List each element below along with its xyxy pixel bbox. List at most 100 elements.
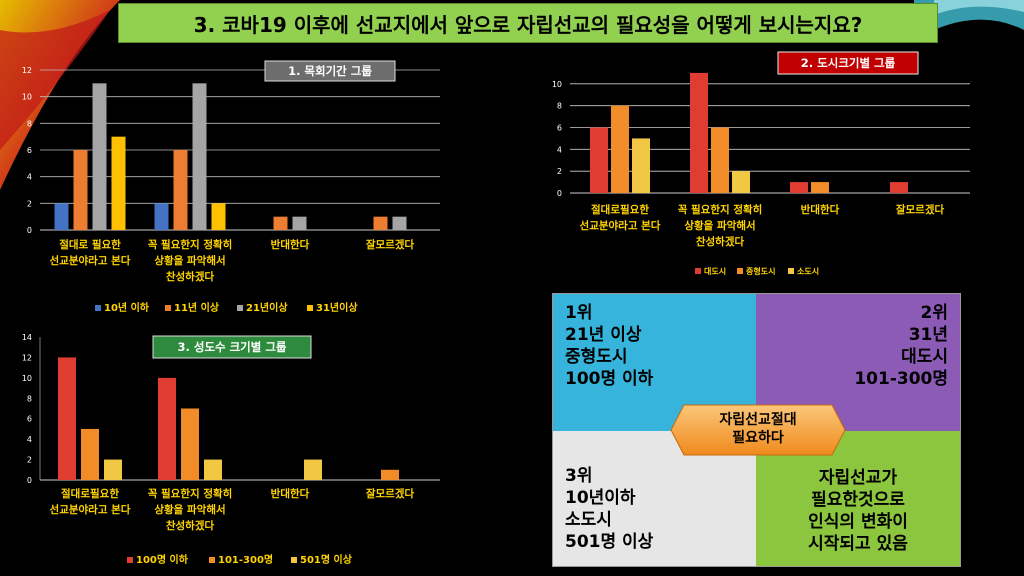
bar [204, 459, 222, 480]
legend-label: 중형도시 [746, 266, 775, 276]
center-badge: 자립선교절대 필요하다 [670, 404, 846, 456]
legend-swatch [209, 557, 215, 563]
summary-rank-1-line: 중형도시 [565, 347, 628, 367]
summary-conclusion-line: 인식의 변화이 [808, 512, 908, 532]
chart-city-size-group: 0 2 4 6 8 10 절대로필요한 선교분야라고 본다 꼭 필요한지 정확히 상황을 파악해서… [545, 45, 985, 289]
y-tick-label: 12 [22, 353, 32, 362]
x-category-label: 꼭 필요한지 정확히 [148, 238, 233, 251]
bar [632, 138, 650, 193]
chart-title-box [777, 51, 919, 75]
legend-label: 11년 이상 [174, 301, 220, 314]
summary-rank-1-line: 1위 [565, 303, 593, 323]
bar [104, 459, 122, 480]
bar [92, 83, 107, 230]
y-tick-label: 2 [27, 456, 32, 465]
x-category-label: 반대한다 [801, 203, 840, 216]
legend-swatch [95, 305, 101, 311]
x-category-label: 선교분야라고 본다 [50, 503, 131, 516]
x-category-label: 절대로필요한 [61, 487, 119, 500]
y-tick-label: 0 [557, 189, 562, 198]
x-category-label: 잘모르겠다 [366, 487, 415, 500]
legend-swatch [237, 305, 243, 311]
page-title: 3. 코바19 이후에 선교지에서 앞으로 자립선교의 필요성을 어떻게 보시는… [118, 3, 938, 43]
x-category-label: 찬성하겠다 [166, 270, 215, 283]
summary-rank-2-line: 2위 [920, 303, 948, 323]
bar [273, 216, 288, 230]
x-category-label: 잘모르겠다 [896, 203, 945, 216]
y-tick-label: 2 [557, 167, 562, 176]
y-tick-label: 6 [27, 415, 32, 424]
x-category-label: 상황을 파악해서 [154, 254, 225, 267]
summary-conclusion-line: 시작되고 있음 [808, 534, 908, 554]
y-axis: 0 2 4 6 8 10 12 [22, 66, 440, 235]
legend-label: 21년이상 [246, 301, 288, 314]
y-tick-label: 8 [557, 102, 562, 111]
legend-swatch [737, 268, 743, 274]
summary-rank-3-line: 10년이하 [565, 488, 636, 508]
x-category-label: 찬성하겠다 [166, 519, 215, 532]
center-badge-line: 자립선교절대 [719, 412, 797, 428]
bar [392, 216, 407, 230]
bar [81, 428, 99, 480]
y-tick-label: 0 [27, 476, 32, 485]
chart-title-box [152, 335, 312, 359]
legend-label: 501명 이상 [300, 553, 353, 566]
x-category-label: 선교분야라고 본다 [580, 219, 661, 232]
bar [111, 136, 126, 230]
chart-congregation-size-group: 0 2 4 6 8 10 12 14 절대로필요한 선교분야라고 본다 꼭 필요한지 정확히 상황을 … [15, 330, 445, 576]
y-tick-label: 10 [22, 374, 32, 383]
x-category-label: 잘모르겠다 [366, 238, 415, 251]
y-tick-label: 14 [22, 333, 32, 342]
x-category-label: 반대한다 [271, 238, 310, 251]
bar [192, 83, 207, 230]
x-category-label: 꼭 필요한지 정확히 [678, 203, 763, 216]
decorative-swoosh-left [0, 0, 120, 190]
y-tick-label: 6 [27, 146, 32, 155]
bar [54, 203, 69, 230]
y-tick-label: 10 [22, 93, 32, 102]
bar [158, 377, 176, 480]
bar [373, 216, 388, 230]
legend-label: 10년 이하 [104, 301, 150, 314]
chart-title: 2. 도시크기별 그룹 [801, 56, 896, 70]
x-category-label: 반대한다 [271, 487, 310, 500]
bar [590, 127, 608, 193]
legend-swatch [127, 557, 133, 563]
summary-rank-2-line: 31년 [908, 325, 948, 345]
x-category-label: 절대로필요한 [591, 203, 649, 216]
legend-swatch [291, 557, 297, 563]
x-category-label: 선교분야라고 본다 [50, 254, 131, 267]
bar [292, 216, 307, 230]
legend-swatch [165, 305, 171, 311]
legend-swatch [788, 268, 794, 274]
bar [58, 357, 76, 480]
legend-swatch [307, 305, 313, 311]
chart-title: 1. 목회기간 그룹 [288, 64, 372, 78]
y-tick-label: 8 [27, 119, 32, 128]
y-tick-label: 10 [552, 80, 562, 89]
legend-label: 100명 이하 [136, 553, 189, 566]
bar [711, 127, 729, 193]
y-tick-label: 2 [27, 199, 32, 208]
summary-rank-3-line: 소도시 [565, 510, 612, 530]
bar [811, 182, 829, 193]
y-tick-label: 12 [22, 66, 32, 75]
x-category-label: 절대로 필요한 [59, 238, 121, 251]
chart-title: 3. 성도수 크기별 그룹 [177, 340, 286, 354]
chart-tenure-group: 0 2 4 6 8 10 12 절대로 필요한 선교분야라고 본다 꼭 필요한지 정확히 상황을 파… [15, 55, 445, 334]
y-tick-label: 8 [27, 394, 32, 403]
bar [154, 203, 169, 230]
bar [211, 203, 226, 230]
y-tick-label: 4 [27, 435, 32, 444]
bar [304, 459, 322, 480]
legend-label: 대도시 [704, 266, 726, 276]
summary-conclusion-line: 필요한것으로 [811, 490, 905, 510]
center-badge-shape [670, 404, 846, 456]
center-badge-line: 필요하다 [732, 430, 784, 446]
x-category-label: 찬성하겠다 [696, 235, 745, 248]
y-tick-label: 6 [557, 124, 562, 133]
y-tick-label: 4 [27, 173, 32, 182]
summary-rank-3-line: 501명 이상 [565, 532, 654, 552]
bar [890, 182, 908, 193]
summary-rank-2-line: 101-300명 [854, 369, 948, 389]
